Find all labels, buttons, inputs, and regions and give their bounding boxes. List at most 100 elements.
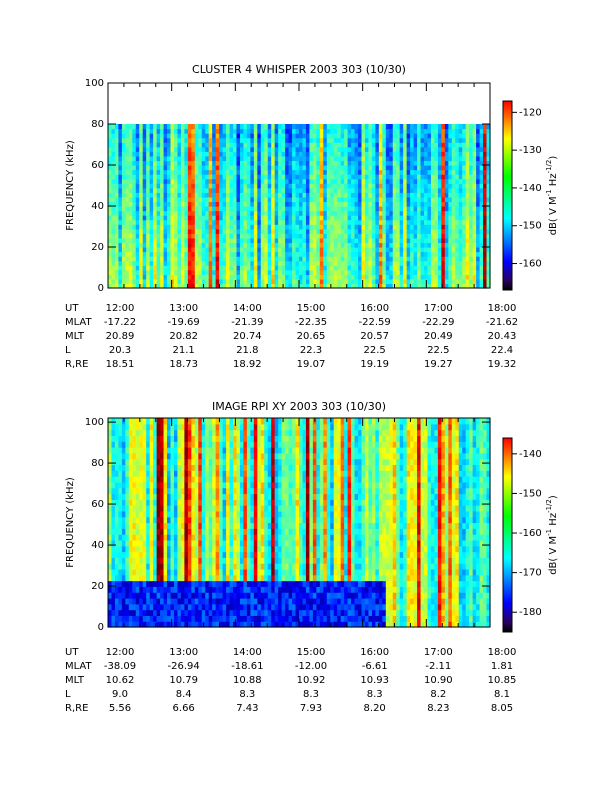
spectrogram-cell — [156, 510, 161, 518]
spectrogram-cell — [337, 160, 342, 166]
spectrogram-cell — [184, 551, 189, 558]
spectrogram-cell — [146, 580, 151, 587]
spectrogram-cell — [246, 260, 251, 266]
colorbar — [502, 100, 513, 291]
spectrogram-cell — [167, 133, 172, 139]
spectrogram-cell — [118, 452, 123, 460]
spectrogram-cell — [337, 128, 342, 134]
spectrogram-cell — [257, 183, 262, 189]
spectrogram-cell — [163, 219, 168, 225]
spectrogram-cell — [163, 278, 168, 285]
spectrogram-cell — [153, 568, 158, 576]
ephemeris-value: 22.5 — [364, 345, 386, 356]
spectrogram-cell — [215, 137, 220, 143]
spectrogram-cell — [420, 251, 425, 257]
spectrogram-cell — [392, 178, 397, 184]
spectrogram-cell — [146, 551, 151, 558]
spectrogram-cell — [194, 597, 199, 605]
spectrogram-cell — [167, 470, 172, 477]
spectrogram-cell — [111, 435, 116, 442]
spectrogram-cell — [128, 210, 133, 216]
spectrogram-cell — [212, 174, 217, 180]
spectrogram-cell — [246, 160, 251, 166]
spectrogram-cell — [382, 210, 387, 216]
spectrogram-cell — [215, 146, 220, 152]
spectrogram-cell — [458, 219, 463, 225]
spectrogram-cell — [344, 251, 349, 257]
spectrogram-cell — [250, 196, 255, 203]
spectrogram-cell — [295, 274, 300, 280]
spectrogram-cell — [139, 237, 144, 244]
spectrogram-cell — [371, 201, 376, 207]
spectrogram-cell — [163, 165, 168, 171]
spectrogram-cell — [114, 476, 120, 483]
spectrogram-cell — [302, 274, 307, 280]
spectrogram-cell — [340, 142, 345, 148]
spectrogram-cell — [153, 187, 158, 193]
spectrogram-cell — [385, 278, 390, 285]
spectrogram-cell — [219, 174, 224, 180]
spectrogram-cell — [132, 210, 137, 216]
spectrogram-cell — [312, 210, 317, 216]
spectrogram-cell — [125, 201, 130, 207]
spectrogram-cell — [236, 224, 241, 230]
spectrogram-cell — [135, 452, 140, 460]
spectrogram-cell — [430, 128, 436, 134]
spectrogram-cell — [156, 210, 161, 216]
spectrogram-cell — [163, 151, 168, 157]
spectrogram-cell — [486, 192, 491, 198]
spectrogram-cell — [153, 476, 158, 483]
spectrogram-cell — [177, 237, 182, 244]
spectrogram-cell — [417, 260, 422, 266]
spectrogram-cell — [239, 210, 245, 216]
spectrogram-cell — [358, 133, 363, 139]
spectrogram-cell — [392, 269, 397, 275]
spectrogram-cell — [246, 237, 251, 244]
spectrogram-cell — [285, 237, 290, 244]
spectrogram-cell — [111, 160, 116, 166]
spectrogram-cell — [337, 174, 342, 180]
spectrogram-cell — [444, 165, 449, 171]
colorbar-label-part: ) — [548, 156, 559, 160]
spectrogram-cell — [451, 206, 456, 212]
spectrogram-cell — [173, 586, 179, 593]
spectrogram-cell — [406, 187, 411, 193]
spectrogram-cell — [173, 493, 179, 500]
spectrogram-cell — [250, 165, 255, 171]
spectrogram-cell — [458, 210, 463, 216]
spectrogram-cell — [114, 133, 120, 139]
spectrogram-cell — [167, 160, 172, 166]
spectrogram-cell — [424, 169, 429, 175]
spectrogram-cell — [146, 505, 151, 512]
spectrogram-cell — [389, 187, 394, 193]
spectrogram-cell — [114, 224, 120, 230]
spectrogram-cell — [191, 183, 196, 189]
spectrogram-cell — [163, 487, 168, 495]
spectrogram-cell — [309, 219, 314, 225]
spectrogram-cell — [194, 265, 199, 271]
spectrogram-cell — [479, 169, 484, 175]
spectrogram-cell — [149, 435, 154, 442]
spectrogram-cell — [236, 137, 241, 143]
spectrogram-cell — [146, 563, 151, 570]
spectrogram-cell — [142, 165, 147, 171]
spectrogram-cell — [344, 192, 349, 198]
spectrogram-cell — [448, 224, 453, 230]
spectrogram-cell — [191, 418, 196, 425]
spectrogram-cell — [246, 210, 251, 216]
spectrogram-cell — [458, 155, 463, 162]
spectrogram-cell — [180, 505, 185, 512]
spectrogram-cell — [267, 269, 272, 275]
spectrogram-cell — [160, 586, 165, 593]
spectrogram-cell — [236, 146, 241, 152]
spectrogram-cell — [253, 196, 258, 203]
spectrogram-cell — [135, 210, 140, 216]
spectrogram-cell — [125, 274, 130, 280]
spectrogram-cell — [299, 128, 304, 134]
spectrogram-cell — [111, 603, 116, 611]
spectrogram-cell — [465, 260, 470, 266]
colorbar-tick-label: -130 — [519, 145, 542, 156]
spectrogram-cell — [312, 251, 317, 257]
spectrogram-cell — [118, 621, 123, 628]
spectrogram-cell — [135, 574, 140, 582]
